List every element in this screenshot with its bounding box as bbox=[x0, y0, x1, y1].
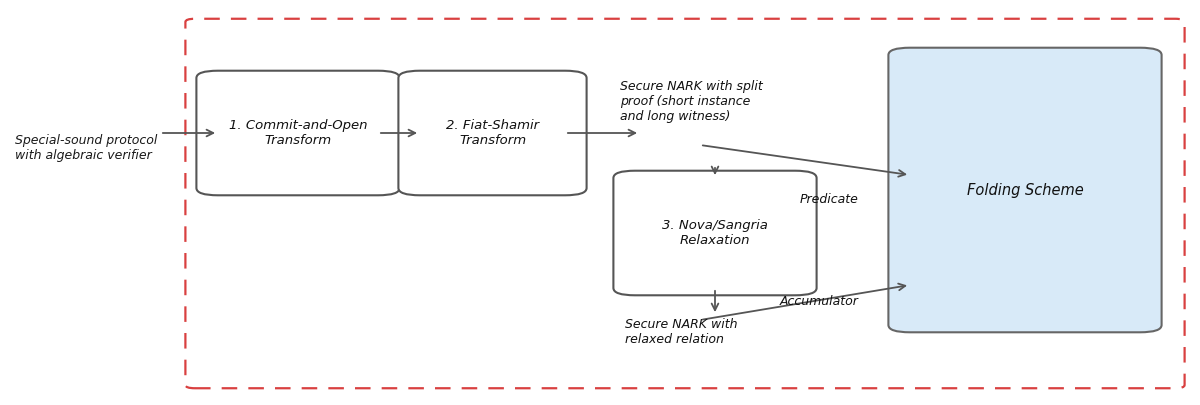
Text: Accumulator: Accumulator bbox=[780, 295, 859, 308]
FancyBboxPatch shape bbox=[613, 171, 817, 295]
Text: Special-sound protocol
with algebraic verifier: Special-sound protocol with algebraic ve… bbox=[14, 134, 157, 162]
Text: Secure NARK with split
proof (short instance
and long witness): Secure NARK with split proof (short inst… bbox=[620, 80, 763, 123]
FancyBboxPatch shape bbox=[888, 48, 1162, 332]
Text: 3. Nova/Sangria
Relaxation: 3. Nova/Sangria Relaxation bbox=[662, 219, 768, 247]
Text: Folding Scheme: Folding Scheme bbox=[967, 183, 1084, 198]
FancyBboxPatch shape bbox=[197, 71, 400, 195]
Text: 1. Commit-and-Open
Transform: 1. Commit-and-Open Transform bbox=[229, 119, 367, 147]
Text: Secure NARK with
relaxed relation: Secure NARK with relaxed relation bbox=[625, 318, 738, 346]
Text: 2. Fiat-Shamir
Transform: 2. Fiat-Shamir Transform bbox=[446, 119, 539, 147]
Text: Predicate: Predicate bbox=[800, 193, 859, 206]
FancyBboxPatch shape bbox=[398, 71, 587, 195]
